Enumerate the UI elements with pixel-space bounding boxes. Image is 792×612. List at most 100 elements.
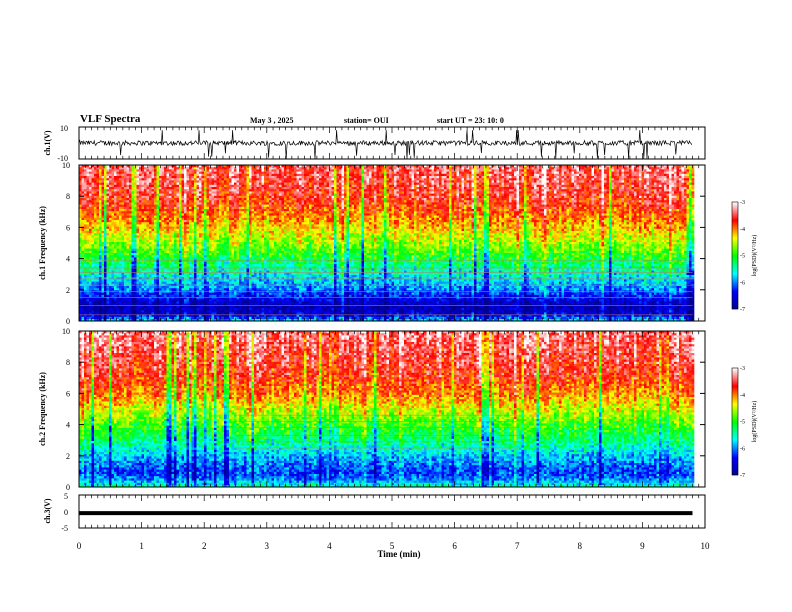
spectrogram-cell [149,226,152,230]
spectrogram-cell [91,217,95,221]
spectrogram-cell [226,173,230,177]
spectrogram-cell [246,261,250,265]
spectrogram-cell [86,180,90,183]
spectrogram-cell [236,182,240,186]
spectrogram-cell [186,268,190,271]
spectrogram-cell [236,187,240,190]
spectrogram-cell [89,237,92,241]
spectrogram-cell [194,257,197,260]
spectrogram-cell [89,286,92,289]
spectrogram-cell [249,299,252,302]
spectrogram-cell [231,288,235,291]
spectrogram-cell [206,231,210,234]
spectrogram-cell [151,222,155,225]
spectrogram-cell [146,235,150,238]
spectrogram-cell [176,239,180,243]
spectrogram-cell [199,217,202,221]
spectrogram-cell [206,319,210,322]
spectrogram-cell [134,297,137,300]
spectrogram-cell [81,259,85,263]
spectrogram-cell [161,191,165,194]
spectrogram-cell [171,261,175,265]
spectrogram-cell [161,167,165,170]
spectrogram-cell [149,176,152,179]
spectrogram-cell [141,244,145,247]
spectrogram-cell [184,233,187,236]
spectrogram-cell [194,275,197,278]
spectrogram-cell [239,312,242,315]
spectrogram-cell [121,167,125,170]
spectrogram-cell [199,244,202,247]
spectrogram-cell [229,261,232,265]
spectrogram-cell [206,288,210,291]
spectrogram-cell [209,235,212,238]
spectrogram-cell [134,301,137,304]
spectrogram-cell [89,220,92,223]
spectrogram-cell [91,272,95,276]
spectrogram-cell [249,173,252,177]
spectrogram-cell [229,292,232,296]
spectrogram-cell [224,255,227,258]
spectrogram-cell [219,319,222,322]
spectrogram-cell [194,235,197,238]
spectrogram-cell [224,316,227,320]
spectrogram-cell [199,189,202,192]
spectrogram-cell [151,176,155,179]
spectrogram-cell [174,286,177,289]
spectrogram-cell [216,281,220,285]
spectrogram-cell [184,259,187,263]
spectrogram-cell [81,275,85,278]
spectrogram-cell [224,228,227,232]
spectrogram-cell [129,270,132,274]
spectrogram-cell [91,242,95,245]
spectrogram-cell [186,248,190,252]
spectrogram-cell [206,211,210,214]
spectrogram-cell [154,303,157,307]
spectrogram-cell [119,204,122,208]
spectrogram-cell [209,237,212,241]
spectrogram-cell [86,235,90,238]
spectrogram-cell [179,195,182,199]
spectrogram-cell [106,204,110,208]
spectrogram-cell [241,305,245,309]
spectrogram-cell [239,316,242,320]
spectrogram-cell [226,261,230,265]
spectrogram-cell [139,178,142,181]
spectrogram-cell [191,319,195,322]
spectrogram-cell [104,259,107,263]
spectrogram-cell [189,288,192,291]
spectrogram-cell [96,281,100,285]
spectrogram-cell [134,248,137,252]
spectrogram-cell [186,261,190,265]
spectrogram-cell [204,277,207,280]
spectrogram-cell [164,220,167,223]
spectrogram-cell [241,231,245,234]
spectrogram-cell [139,275,142,278]
spectrogram-cell [229,294,232,298]
spectrogram-cell [206,224,210,227]
spectrogram-cell [149,308,152,311]
spectrogram-cell [209,297,212,300]
spectrogram-cell [241,259,245,263]
spectrogram-cell [151,184,155,188]
spectrogram-cell [224,178,227,181]
spectrogram-cell [124,226,127,230]
spectrogram-cell [186,206,190,210]
spectrogram-cell [224,244,227,247]
spectrogram-cell [146,294,150,298]
spectrogram-cell [236,239,240,243]
spectrogram-cell [124,187,127,190]
spectrogram-cell [184,299,187,302]
spectrogram-cell [196,257,200,260]
spectrogram-cell [136,312,140,315]
spectrogram-cell [171,231,175,234]
spectrogram-cell [159,270,162,274]
spectrogram-cell [156,303,160,307]
spectrogram-cell [119,248,122,252]
spectrogram-cell [174,255,177,258]
spectrogram-cell [211,233,215,236]
spectrogram-cell [161,264,165,267]
spectrogram-cell [216,226,220,230]
spectrogram-cell [191,184,195,188]
spectrogram-cell [121,250,125,254]
